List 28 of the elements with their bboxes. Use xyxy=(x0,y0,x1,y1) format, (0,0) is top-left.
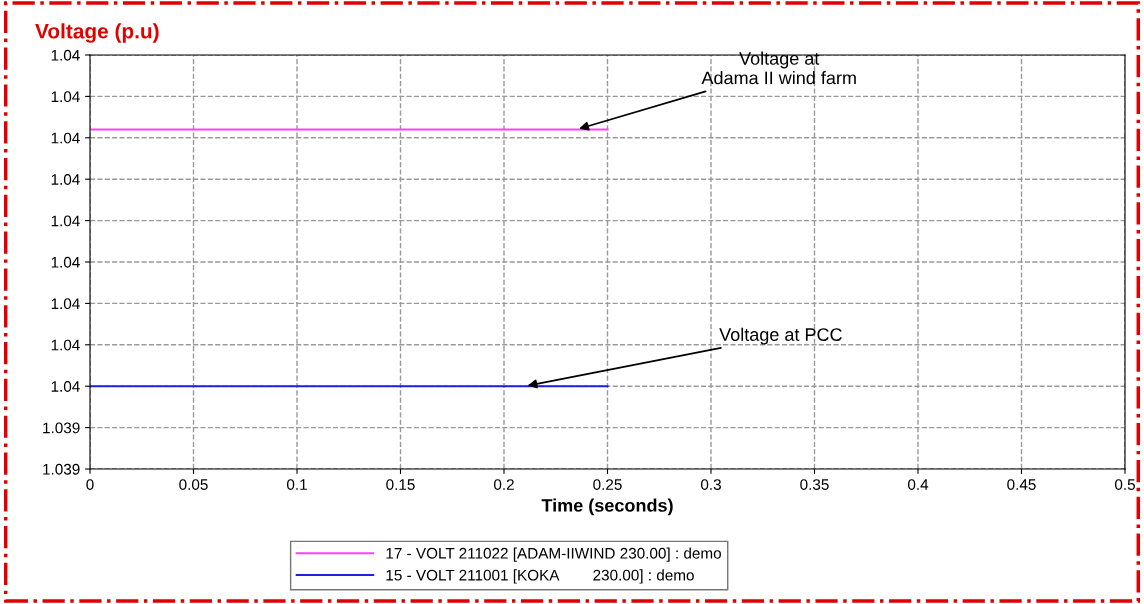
x-tick-label: 0.5 xyxy=(1114,479,1135,490)
y-tick-label: 1.039 xyxy=(43,422,80,434)
x-tick-label: 0 xyxy=(86,479,94,490)
legend-label: 17 - VOLT 211022 [ADAM-IIWIND 230.00] : demo xyxy=(386,547,721,562)
y-tick-label: 1.04 xyxy=(51,49,80,61)
y-tick-label: 1.04 xyxy=(51,132,80,144)
x-tick-label: 0.3 xyxy=(700,479,721,490)
y-tick-label: 1.04 xyxy=(51,174,80,185)
y-tick-label: 1.04 xyxy=(51,256,80,268)
chart-title: Voltage (p.u) xyxy=(35,23,159,43)
x-tick-label: 0.2 xyxy=(493,479,514,490)
y-tick-label: 1.039 xyxy=(43,463,80,475)
x-tick-label: 0.4 xyxy=(907,479,929,490)
y-tick-label: 1.04 xyxy=(51,339,80,351)
x-tick-label: 0.35 xyxy=(800,479,829,490)
annotation: Voltage at Adama II wind farm xyxy=(701,51,856,85)
x-tick-label: 0.1 xyxy=(286,479,307,490)
x-tick-label: 0.15 xyxy=(386,479,415,490)
x-tick-label: 0.25 xyxy=(593,479,622,490)
x-tick-label: 0.05 xyxy=(179,479,208,490)
x-tick-label: 0.45 xyxy=(1007,479,1036,490)
x-axis-title: Time (seconds) xyxy=(541,498,673,516)
y-tick-label: 1.04 xyxy=(51,381,80,392)
y-tick-label: 1.04 xyxy=(51,91,80,103)
annotation: Voltage at PCC xyxy=(719,327,842,345)
legend-label: 15 - VOLT 211001 [KOKA 230.00] : demo xyxy=(386,569,694,584)
y-tick-label: 1.04 xyxy=(51,298,80,310)
y-tick-label: 1.04 xyxy=(51,215,80,227)
